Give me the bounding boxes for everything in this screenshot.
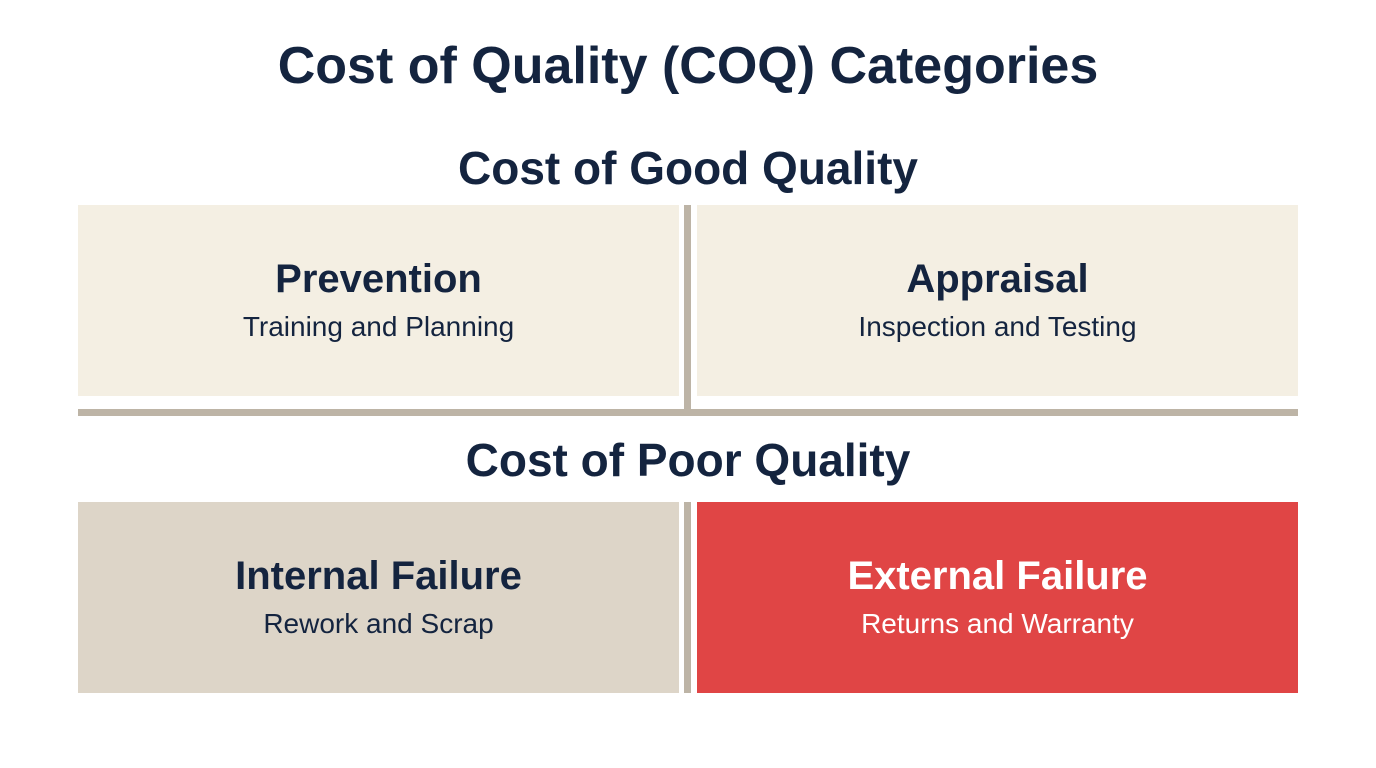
category-box: Appraisal Inspection and Testing	[697, 205, 1298, 396]
category-box: Internal Failure Rework and Scrap	[78, 502, 679, 693]
horizontal-divider	[78, 409, 1298, 416]
box-subtitle: Training and Planning	[242, 310, 515, 342]
category-box: External Failure Returns and Warranty	[697, 502, 1298, 693]
section-heading: Cost of Good Quality	[458, 142, 918, 194]
box-title: Prevention	[275, 256, 482, 301]
diagram-title: Cost of Quality (COQ) Categories	[277, 37, 1099, 95]
box-subtitle: Returns and Warranty	[861, 607, 1134, 639]
box-title: Appraisal	[906, 256, 1089, 301]
vertical-divider	[684, 502, 691, 693]
box-subtitle: Inspection and Testing	[858, 310, 1137, 342]
box-subtitle: Rework and Scrap	[263, 607, 494, 639]
box-title: External Failure	[847, 553, 1148, 598]
category-box: Prevention Training and Planning	[78, 205, 679, 396]
section-heading: Cost of Poor Quality	[465, 434, 911, 486]
vertical-divider	[684, 205, 691, 410]
box-title: Internal Failure	[235, 553, 522, 598]
